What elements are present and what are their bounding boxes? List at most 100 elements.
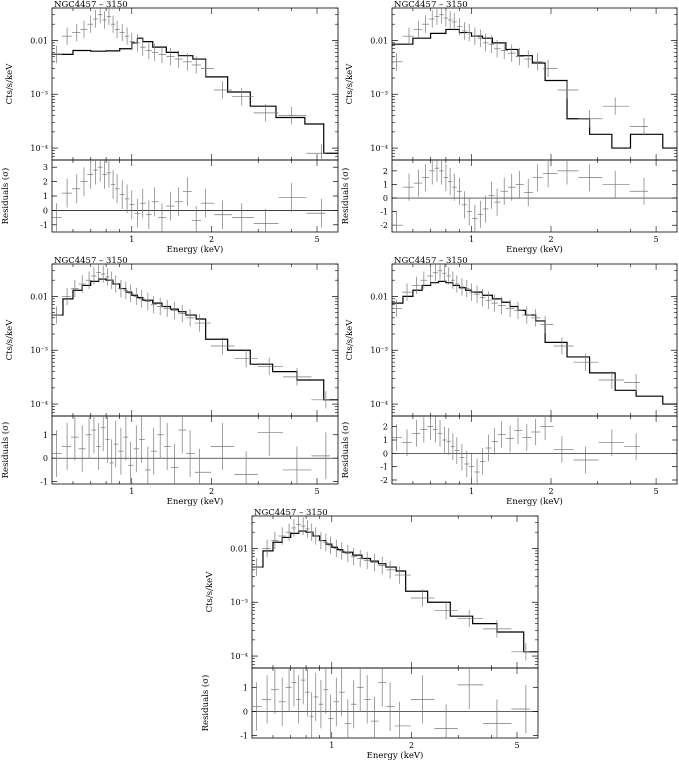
residual-point bbox=[461, 191, 467, 219]
residual-point bbox=[350, 680, 357, 729]
residual-point bbox=[515, 170, 524, 199]
data-point bbox=[151, 43, 159, 62]
residual-point bbox=[91, 416, 97, 454]
residual-point bbox=[87, 160, 94, 189]
data-point bbox=[338, 542, 345, 560]
y-tick-label: 10⁻⁴ bbox=[230, 652, 248, 661]
residual-point bbox=[278, 183, 307, 212]
residual-point bbox=[150, 427, 157, 475]
residual-point bbox=[531, 418, 541, 446]
residual-point bbox=[270, 668, 279, 714]
residual-point bbox=[578, 164, 603, 192]
residual-point bbox=[420, 416, 428, 443]
data-point bbox=[401, 283, 412, 301]
residual-axis-label: Residuals (σ) bbox=[340, 168, 351, 225]
spectrum-panel-5: NGC4457 – 3150 Cts/s/keV Residuals (σ) Ener… bbox=[200, 508, 539, 761]
data-point bbox=[214, 81, 233, 99]
x-axis-label: Energy (keV) bbox=[367, 750, 424, 761]
panel-title: NGC4457 – 3150 bbox=[394, 256, 468, 266]
data-point bbox=[150, 296, 157, 314]
residual-point bbox=[482, 195, 489, 223]
data-point bbox=[350, 548, 357, 566]
data-point bbox=[515, 47, 524, 66]
x-tick-label: 5 bbox=[314, 235, 319, 244]
residual-point bbox=[97, 160, 103, 182]
data-point bbox=[392, 299, 402, 318]
residual-point bbox=[428, 160, 435, 185]
data-point bbox=[363, 551, 371, 570]
residual-point bbox=[115, 174, 120, 204]
data-point bbox=[457, 609, 484, 628]
residual-tick-label: -1 bbox=[40, 478, 48, 487]
residual-point bbox=[134, 198, 141, 228]
x-tick-label: 5 bbox=[654, 487, 659, 496]
residual-point bbox=[427, 416, 433, 440]
data-point bbox=[623, 373, 640, 392]
residual-point bbox=[145, 200, 152, 230]
residual-tick-label: 1 bbox=[43, 192, 48, 201]
data-point bbox=[428, 10, 435, 28]
residual-point bbox=[138, 416, 145, 463]
residual-point bbox=[166, 191, 175, 221]
residual-point bbox=[488, 181, 495, 209]
data-point bbox=[573, 353, 599, 371]
residual-point bbox=[174, 187, 183, 217]
data-point bbox=[540, 315, 554, 334]
data-point bbox=[283, 368, 312, 386]
model-step-line bbox=[392, 280, 677, 405]
data-point bbox=[370, 553, 379, 572]
y-axis-label: Cts/s/keV bbox=[345, 319, 355, 361]
data-point bbox=[105, 268, 110, 286]
data-point bbox=[118, 279, 124, 298]
data-point bbox=[174, 50, 183, 68]
data-point bbox=[557, 81, 579, 99]
data-point bbox=[170, 301, 179, 320]
residual-tick-label: -2 bbox=[380, 221, 388, 230]
residual-point bbox=[437, 420, 443, 447]
data-point bbox=[464, 279, 470, 298]
data-point bbox=[328, 536, 334, 554]
data-point bbox=[505, 299, 515, 318]
data-point bbox=[378, 556, 387, 575]
data-point bbox=[483, 620, 512, 638]
data-point bbox=[138, 290, 145, 308]
residual-tick-label: 2 bbox=[383, 167, 388, 176]
residual-tick-label: 3 bbox=[43, 163, 48, 172]
data-point bbox=[278, 527, 286, 545]
data-point bbox=[497, 296, 506, 315]
residual-point bbox=[283, 446, 312, 484]
residual-point bbox=[119, 180, 125, 209]
data-point bbox=[270, 531, 279, 550]
residual-point bbox=[479, 448, 486, 475]
data-point bbox=[128, 284, 134, 302]
residual-point bbox=[497, 421, 506, 448]
residual-frame bbox=[51, 159, 339, 233]
residual-point bbox=[61, 178, 72, 208]
data-point bbox=[344, 544, 351, 563]
residual-point bbox=[128, 441, 134, 484]
data-point bbox=[461, 22, 467, 40]
data-point bbox=[109, 271, 114, 289]
data-point bbox=[156, 297, 164, 316]
data-point bbox=[514, 301, 523, 320]
residual-point bbox=[386, 682, 395, 731]
residual-tick-label: -1 bbox=[240, 732, 248, 741]
y-tick-label: 10⁻⁴ bbox=[370, 400, 388, 409]
residual-tick-label: -2 bbox=[380, 476, 388, 485]
residual-point bbox=[442, 426, 447, 454]
panel-title: NGC4457 – 3150 bbox=[54, 0, 128, 10]
x-tick-label: 1 bbox=[469, 487, 474, 496]
data-point bbox=[511, 643, 530, 661]
residual-point bbox=[261, 675, 271, 724]
spectrum-frame bbox=[251, 515, 539, 669]
data-point bbox=[452, 13, 457, 31]
residual-point bbox=[491, 428, 498, 455]
residual-point bbox=[191, 206, 201, 232]
y-tick-label: 10⁻³ bbox=[370, 346, 388, 355]
residual-point bbox=[629, 177, 648, 205]
residual-point bbox=[469, 453, 475, 480]
data-point bbox=[507, 44, 516, 62]
x-axis-label: Energy (keV) bbox=[506, 496, 563, 507]
residual-point bbox=[392, 424, 402, 451]
data-point bbox=[306, 144, 326, 160]
